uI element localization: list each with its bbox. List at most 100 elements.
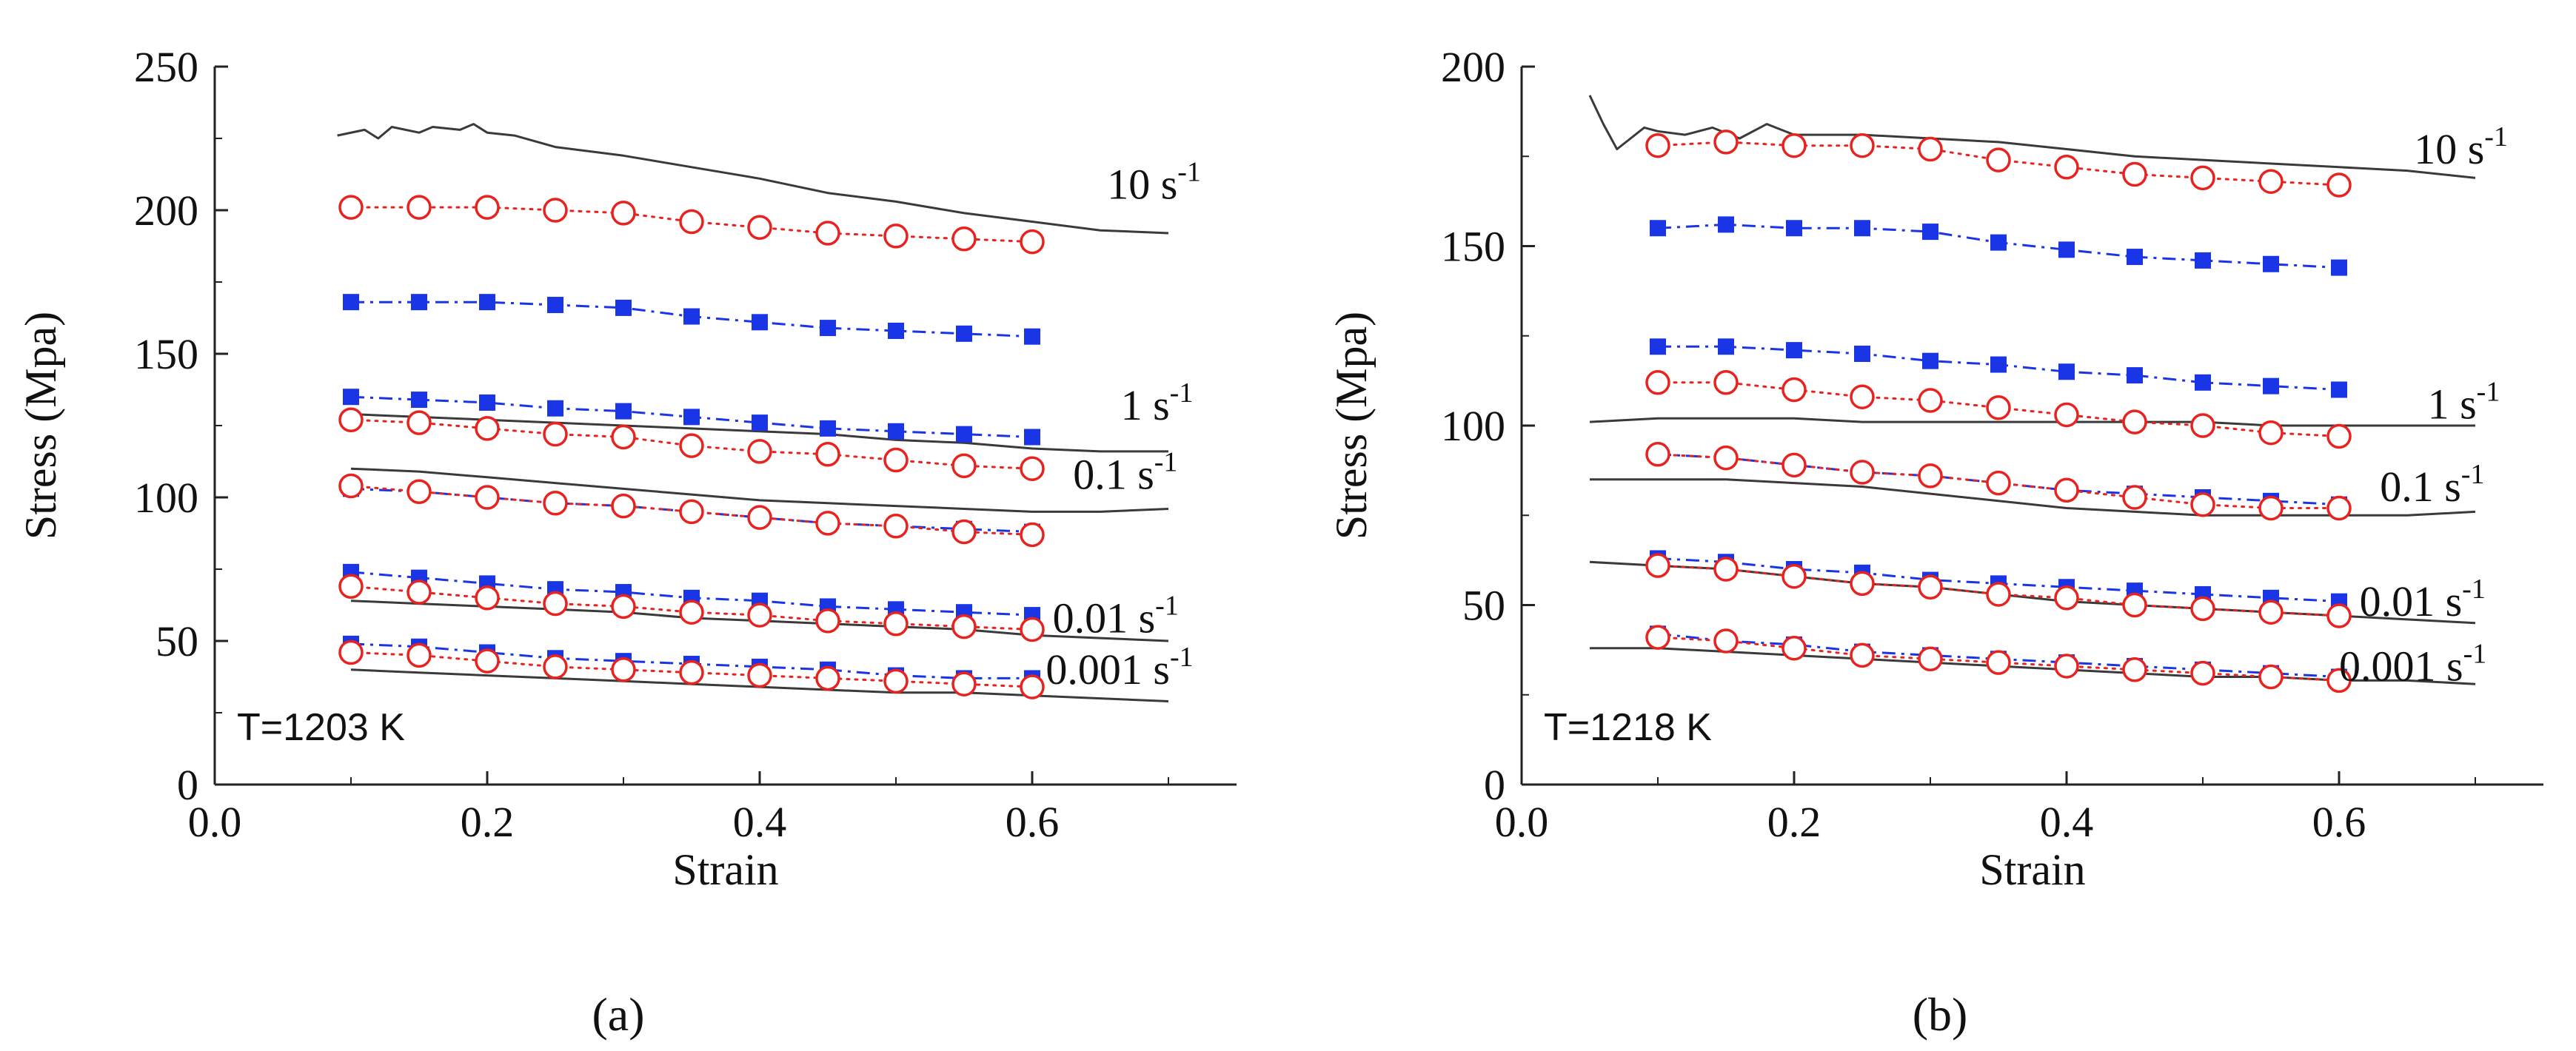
square-marker [547,400,563,417]
square-marker [1650,338,1666,355]
square-marker [1718,216,1734,233]
circle-marker [2190,596,2215,622]
strain-rate-value: 0.01 s [2360,577,2463,625]
square-marker [615,403,632,420]
square-marker [343,389,359,406]
circle-marker [2326,423,2352,449]
circle-marker [2054,477,2079,503]
circle-marker [883,514,909,539]
x-tick-label: 0.0 [188,798,242,846]
circle-marker [1713,628,1739,654]
x-tick-label: 0.4 [2040,798,2094,846]
y-axis-title: Stress (Mpa) [16,312,65,540]
strain-rate-label: 1 s-1 [1121,377,1194,429]
circle-marker [1986,470,2011,496]
x-tick-label: 0.0 [1495,798,1549,846]
square-marker [2058,363,2075,380]
strain-rate-label: 10 s-1 [2414,121,2508,173]
circle-marker [1986,582,2011,607]
circle-marker [951,519,977,545]
strain-rate-exponent: -1 [2484,121,2508,152]
x-tick-label: 0.2 [461,798,515,846]
square-marker [2058,241,2075,258]
y-tick-label: 50 [1462,582,1505,630]
circle-marker [2122,485,2147,510]
square-marker [343,294,359,311]
circle-marker [407,195,432,220]
circle-marker [2190,165,2215,191]
circle-marker [747,602,772,628]
circle-marker [543,198,568,223]
x-axis-title: Strain [1979,845,2085,894]
circle-marker [679,600,704,625]
strain-rate-exponent: -1 [1170,642,1194,673]
square-marker [1024,429,1040,446]
strain-rate-exponent: -1 [2462,574,2486,605]
circle-marker [2326,668,2352,694]
experimental-curve [350,467,1169,513]
circle-marker [2054,585,2079,611]
square-marker [1922,224,1938,241]
strain-rate-value: 0.1 s [1073,450,1154,498]
square-marker [752,414,768,432]
y-tick-label: 200 [1441,43,1505,91]
circle-marker [407,479,432,504]
y-axis-title: Stress (Mpa) [1327,312,1376,540]
circle-marker [2326,495,2352,521]
strain-rate-value: 0.01 s [1053,594,1156,642]
square-marker [1922,352,1938,369]
circle-marker [2054,654,2079,679]
experimental-curve [1589,417,2475,427]
y-tick-label: 250 [134,43,198,91]
circle-marker [611,657,636,682]
circle-marker [1020,674,1045,699]
circle-marker [611,201,636,226]
circle-marker [747,439,772,464]
strain-rate-value: 10 s [2414,125,2484,173]
circle-marker [951,671,977,696]
square-marker [1854,346,1870,362]
square-marker [956,426,972,443]
circle-marker [1918,463,1943,488]
circle-marker [1645,625,1670,650]
strain-rate-label: 0.01 s-1 [2360,574,2486,625]
strain-rate-value: 0.001 s [1046,645,1170,694]
circle-marker [475,648,500,674]
y-tick-label: 150 [134,330,198,378]
y-tick-label: 0 [1484,761,1505,809]
circle-marker [338,195,364,220]
circle-marker [475,485,500,510]
circle-marker [1986,147,2011,172]
circle-marker [2190,491,2215,517]
circle-marker [883,611,909,637]
square-marker [1854,220,1870,237]
strain-rate-label: 0.001 s-1 [2339,638,2486,690]
strain-rate-value: 10 s [1107,160,1177,208]
circle-marker [1645,442,1670,467]
circle-marker [1782,563,1807,589]
circle-marker [1918,388,1943,413]
circle-marker [1782,452,1807,478]
x-tick-label: 0.4 [733,798,787,846]
square-marker [1786,342,1802,359]
x-axis-title: Strain [672,845,778,894]
square-marker [752,314,768,331]
circle-marker [2258,664,2284,690]
panel-b-caption: (b) [1913,988,1968,1041]
circle-marker [407,410,432,435]
circle-marker [611,424,636,450]
circle-marker [2258,495,2284,521]
circle-marker [407,580,432,605]
circle-marker [747,505,772,530]
circle-marker [2326,603,2352,628]
circle-marker [815,665,840,691]
strain-rate-exponent: -1 [1155,590,1179,621]
circle-marker [2326,172,2352,198]
circle-marker [338,407,364,432]
circle-marker [1782,377,1807,403]
square-marker [1718,338,1734,355]
circle-marker [1986,395,2011,420]
strain-rate-label: 1 s-1 [2428,376,2500,428]
circle-marker [815,442,840,467]
